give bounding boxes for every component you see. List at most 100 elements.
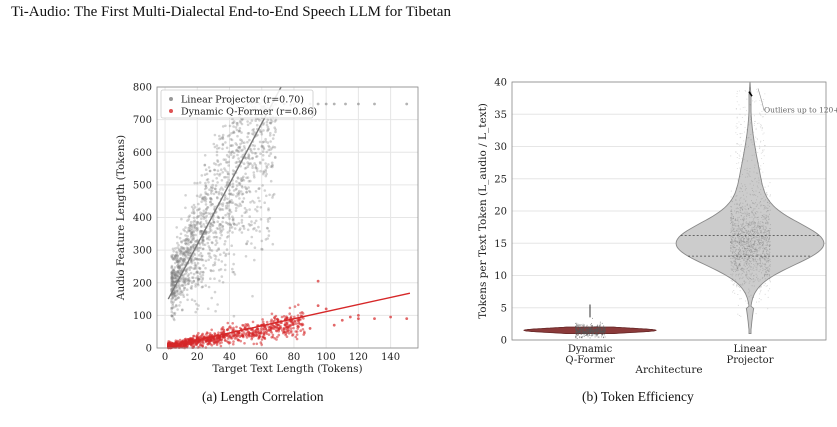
linear-point: [247, 156, 251, 159]
linear-point: [262, 146, 265, 150]
linear-jitter-point: [743, 241, 745, 243]
linear-jitter-point: [749, 278, 751, 279]
linear-jitter-point: [744, 241, 746, 243]
linear-point: [198, 277, 201, 281]
linear-point: [219, 137, 223, 140]
linear-point: [200, 285, 204, 289]
linear-point: [186, 293, 189, 297]
linear-jitter-point: [758, 179, 760, 181]
linear-point: [213, 173, 216, 176]
linear-jitter-point: [745, 261, 747, 262]
linear-jitter-point: [748, 237, 750, 239]
linear-jitter-point: [758, 255, 760, 257]
linear-point: [261, 123, 265, 126]
linear-point: [267, 148, 271, 152]
dynamic-jitter-point: [599, 331, 600, 333]
linear-point: [227, 172, 230, 176]
linear-point: [190, 245, 193, 249]
linear-jitter-point: [765, 228, 767, 229]
linear-jitter-point: [735, 271, 737, 272]
linear-jitter-point: [730, 236, 732, 238]
linear-jitter-point: [744, 208, 746, 210]
linear-jitter-point: [753, 191, 755, 193]
linear-point: [183, 239, 187, 242]
linear-jitter-point: [750, 246, 752, 248]
linear-jitter-point: [746, 254, 748, 256]
linear-jitter-point: [737, 179, 739, 181]
linear-point: [211, 203, 214, 206]
linear-jitter-point: [741, 273, 743, 274]
linear-jitter-point: [735, 199, 737, 201]
linear-point: [211, 224, 214, 227]
linear-jitter-point: [767, 185, 769, 187]
linear-jitter-point: [749, 264, 751, 266]
linear-jitter-point: [741, 241, 743, 243]
linear-jitter-point: [758, 301, 760, 303]
dynamic-point: [297, 321, 301, 325]
linear-jitter-point: [764, 253, 766, 255]
linear-jitter-point: [767, 240, 769, 242]
linear-jitter-point: [768, 259, 770, 261]
linear-point: [234, 142, 237, 145]
linear-jitter-point: [734, 223, 736, 225]
linear-jitter-point: [759, 223, 761, 225]
linear-point: [210, 221, 213, 225]
linear-jitter-point: [750, 254, 752, 256]
dynamic-point: [214, 340, 218, 343]
linear-jitter-point: [737, 257, 738, 259]
dynamic-jitter-point: [591, 333, 593, 334]
linear-jitter-point: [737, 252, 739, 254]
linear-jitter-point: [745, 254, 747, 256]
linear-jitter-point: [752, 181, 754, 182]
linear-point: [195, 229, 198, 232]
linear-jitter-point: [758, 234, 760, 236]
linear-jitter-point: [747, 243, 749, 245]
linear-point: [218, 207, 221, 210]
linear-jitter-point: [759, 167, 760, 169]
linear-jitter-point: [769, 213, 770, 215]
linear-point: [236, 153, 239, 157]
linear-point: [258, 187, 261, 190]
linear-jitter-point: [758, 232, 760, 234]
linear-point: [227, 155, 231, 159]
linear-point: [248, 208, 251, 211]
dynamic-jitter-point: [599, 332, 601, 334]
linear-jitter-point: [755, 213, 757, 215]
linear-point: [177, 244, 180, 247]
linear-jitter-point: [746, 231, 748, 233]
linear-point: [214, 184, 218, 187]
dynamic-jitter-point: [601, 333, 603, 335]
linear-point: [220, 168, 223, 171]
linear-point: [205, 221, 209, 225]
linear-jitter-point: [758, 237, 760, 239]
linear-jitter-point: [749, 250, 751, 252]
linear-jitter-point: [750, 251, 752, 253]
linear-jitter-point: [736, 207, 738, 209]
linear-point: [260, 130, 263, 134]
dynamic-jitter-point: [602, 330, 604, 332]
linear-point: [187, 215, 191, 219]
dynamic-jitter-point: [594, 326, 596, 328]
linear-jitter-point: [757, 139, 758, 141]
linear-point: [246, 228, 250, 232]
linear-jitter-point: [734, 218, 736, 220]
linear-point: [233, 227, 237, 230]
linear-jitter-point: [747, 254, 749, 256]
linear-jitter-point: [752, 279, 754, 281]
linear-point: [198, 195, 201, 198]
linear-jitter-point: [753, 244, 755, 246]
linear-jitter-point: [749, 117, 751, 119]
linear-jitter-point: [746, 263, 747, 265]
linear-point: [190, 211, 194, 215]
linear-point: [243, 141, 246, 144]
linear-point: [189, 247, 192, 251]
linear-jitter-point: [760, 261, 762, 263]
linear-point: [219, 228, 222, 232]
linear-jitter-point: [730, 255, 732, 257]
dynamic-jitter-point: [591, 329, 593, 331]
linear-point: [253, 176, 256, 179]
linear-point: [186, 253, 189, 257]
linear-point: [263, 189, 267, 192]
x-tick-label: 20: [191, 352, 204, 363]
linear-point: [265, 166, 269, 169]
